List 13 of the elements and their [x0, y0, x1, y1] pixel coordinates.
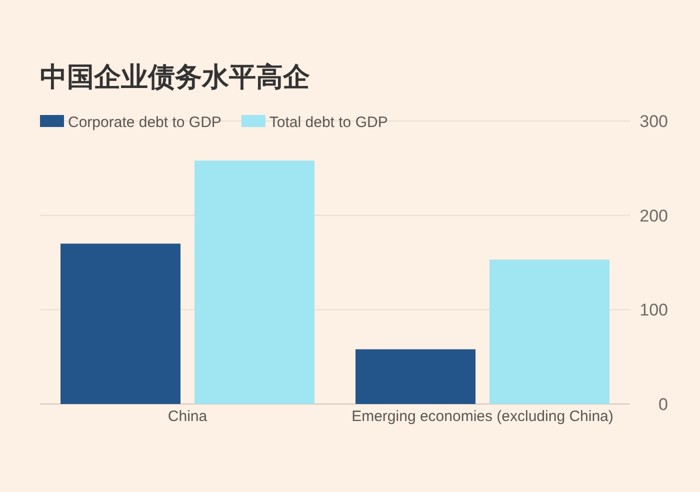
bar — [60, 244, 180, 404]
legend-label: Total debt to GDP — [269, 114, 388, 131]
legend-label: Corporate debt to GDP — [68, 114, 222, 131]
y-tick-label: 200 — [640, 206, 668, 226]
y-tick-label: 300 — [640, 112, 668, 131]
bar — [194, 160, 314, 404]
y-tick-label: 0 — [658, 395, 668, 414]
bar — [356, 349, 476, 404]
y-tick-label: 100 — [640, 300, 668, 320]
x-tick-label: Emerging economies (excluding China) — [352, 408, 614, 425]
bar — [490, 260, 610, 404]
chart-title: 中国企业债务水平高企 — [40, 62, 310, 92]
x-tick-label: China — [168, 408, 208, 425]
